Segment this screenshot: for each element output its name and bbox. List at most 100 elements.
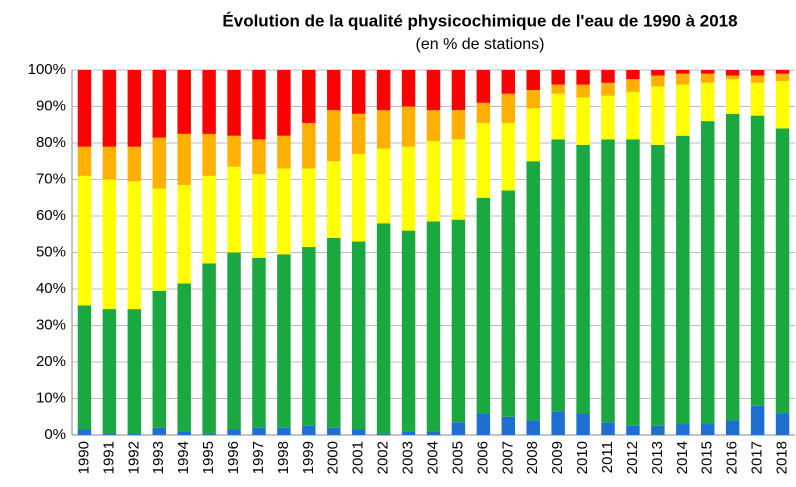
bar-segment [750, 115, 765, 406]
x-tick-label: 2007 [499, 441, 516, 474]
x-tick-label: 2009 [549, 441, 566, 474]
x-tick-label: 2001 [350, 441, 367, 474]
bar-segment [626, 425, 640, 435]
bar-segment [327, 70, 341, 111]
bar-segment [775, 80, 790, 129]
bar-segment [576, 413, 590, 435]
x-tick-label: 1993 [150, 441, 167, 474]
bar-segment [526, 70, 540, 91]
bar-segment [526, 90, 540, 109]
bar-segment [127, 309, 142, 434]
y-tick-label: 10% [36, 389, 66, 406]
bar-segment [626, 79, 640, 92]
bar-segment [152, 188, 166, 291]
x-tick-label: 1991 [100, 441, 117, 474]
x-tick-label: 1994 [175, 441, 192, 474]
bar-segment [551, 70, 565, 85]
chart-title: Évolution de la qualité physicochimique … [222, 11, 737, 30]
bar-segment [302, 168, 316, 248]
bar-segment [227, 252, 241, 430]
bar-segment [651, 144, 665, 426]
bar-segment [351, 70, 366, 114]
bar-segment [551, 93, 565, 140]
bar-segment [701, 70, 715, 74]
bar-segment [676, 73, 690, 85]
bar-segment [376, 148, 391, 224]
bar-segment [152, 70, 166, 138]
x-tick-label: 2008 [524, 441, 541, 474]
bar-segment [277, 168, 291, 255]
bar-segment [476, 197, 491, 414]
bar-segment [601, 70, 615, 83]
bar-segment [177, 133, 191, 185]
bar-segment [302, 70, 316, 123]
x-tick-label: 2012 [624, 441, 641, 474]
bar-segment [676, 424, 690, 435]
bar-segment [376, 223, 391, 434]
bar-segment [327, 427, 341, 435]
bar-segment [725, 70, 740, 76]
bar-segment [526, 108, 540, 162]
x-tick-label: 2005 [449, 441, 466, 474]
bar-segment [401, 106, 416, 147]
y-tick-label: 80% [36, 134, 66, 151]
x-tick-label: 2013 [649, 441, 666, 474]
bar-segment [77, 175, 92, 306]
bar-segment [102, 433, 117, 435]
bar-segment [701, 424, 715, 435]
bar-segment [102, 309, 117, 434]
bar-segment [676, 84, 690, 136]
bar-segment [426, 110, 441, 142]
bar-segment [252, 70, 266, 140]
bar-segment [501, 122, 516, 191]
bar-segment [576, 144, 590, 414]
x-tick-label: 2014 [674, 441, 691, 474]
bar-segment [526, 161, 540, 421]
bar-segment [152, 427, 166, 435]
bar-segment [426, 221, 441, 432]
bar-segment [551, 84, 565, 94]
bar-segment [701, 82, 715, 122]
bar-segment [476, 102, 491, 123]
bar-segment [451, 139, 466, 220]
bar-segment [551, 139, 565, 412]
y-tick-label: 30% [36, 316, 66, 333]
bar-segment [526, 420, 540, 435]
bar-segment [476, 413, 491, 435]
bar-segment [177, 184, 191, 284]
x-tick-label: 1998 [275, 441, 292, 474]
y-tick-label: 90% [36, 97, 66, 114]
bar-segment [277, 135, 291, 169]
bar-segment [401, 146, 416, 231]
bar-segment [601, 82, 615, 96]
bar-segment [252, 174, 266, 258]
bar-segment [302, 247, 316, 426]
bar-segment [227, 135, 241, 167]
bar-segment [501, 93, 516, 123]
bar-segment [77, 146, 92, 176]
bar-segment [177, 431, 191, 435]
bar-segment [202, 133, 216, 176]
bar-segment [651, 425, 665, 435]
bar-segment [551, 411, 565, 435]
bar-segment [775, 70, 790, 74]
x-tick-label: 1999 [300, 441, 317, 474]
bar-segment [676, 70, 690, 74]
bar-segment [252, 257, 266, 428]
bar-segment [177, 70, 191, 134]
bar-segment [451, 70, 466, 111]
bar-segment [750, 82, 765, 116]
x-tick-label: 1996 [225, 441, 242, 474]
bar-segment [177, 283, 191, 432]
chart-subtitle: (en % de stations) [416, 36, 545, 53]
x-tick-label: 2010 [574, 441, 591, 474]
bar-segment [576, 97, 590, 145]
bar-segment [501, 416, 516, 435]
bar-segment [351, 241, 366, 430]
bar-segment [426, 431, 441, 435]
bar-segment [401, 70, 416, 107]
bar-segment [626, 139, 640, 426]
x-tick-label: 1992 [125, 441, 142, 474]
bar-segment [77, 70, 92, 147]
bar-segment [127, 146, 142, 182]
